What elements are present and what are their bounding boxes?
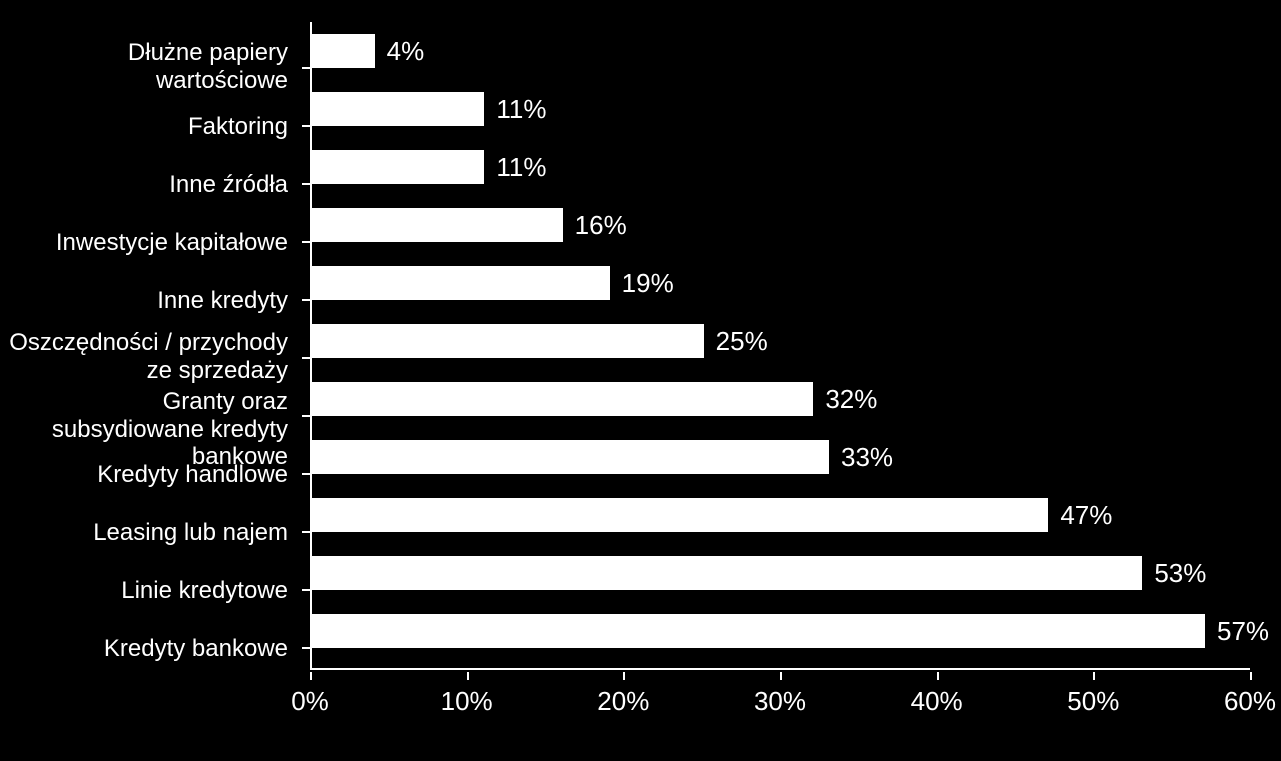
y-label-3: Inwestycje kapitałowe [8, 229, 288, 257]
y-tick-3 [302, 241, 310, 243]
x-tick-label-2: 20% [583, 686, 663, 717]
x-tick-1 [467, 672, 469, 680]
x-tick-label-5: 50% [1053, 686, 1133, 717]
y-tick-6 [302, 415, 310, 417]
y-tick-8 [302, 531, 310, 533]
bar-value-9: 53% [1154, 556, 1206, 590]
bar-value-1: 11% [496, 92, 546, 126]
x-tick-label-1: 10% [427, 686, 507, 717]
bar-5 [312, 324, 704, 358]
bar-value-0: 4% [387, 34, 425, 68]
bar-0 [312, 34, 375, 68]
y-label-8: Leasing lub najem [8, 519, 288, 547]
y-label-6: Granty oraz subsydiowane kredyty bankowe [8, 388, 288, 471]
bar-8 [312, 498, 1048, 532]
bar-2 [312, 150, 484, 184]
x-tick-4 [937, 672, 939, 680]
y-label-2: Inne źródła [8, 171, 288, 199]
x-tick-5 [1093, 672, 1095, 680]
x-tick-3 [780, 672, 782, 680]
y-label-0: Dłużne papiery wartościowe [8, 39, 288, 94]
x-tick-label-3: 30% [740, 686, 820, 717]
y-label-7: Kredyty handlowe [8, 461, 288, 489]
x-tick-0 [310, 672, 312, 680]
bar-value-5: 25% [716, 324, 768, 358]
y-tick-2 [302, 183, 310, 185]
bar-value-8: 47% [1060, 498, 1112, 532]
y-tick-7 [302, 473, 310, 475]
x-tick-label-0: 0% [270, 686, 350, 717]
bar-6 [312, 382, 813, 416]
y-tick-9 [302, 589, 310, 591]
bar-1 [312, 92, 484, 126]
bar-4 [312, 266, 610, 300]
y-label-5: Oszczędności / przychody ze sprzedaży [8, 329, 288, 384]
bar-3 [312, 208, 563, 242]
x-tick-label-6: 60% [1210, 686, 1281, 717]
y-tick-4 [302, 299, 310, 301]
x-tick-label-4: 40% [897, 686, 977, 717]
x-tick-6 [1250, 672, 1252, 680]
x-tick-2 [623, 672, 625, 680]
y-tick-0 [302, 67, 310, 69]
bar-value-2: 11% [496, 150, 546, 184]
y-tick-1 [302, 125, 310, 127]
bar-value-4: 19% [622, 266, 674, 300]
bar-value-3: 16% [575, 208, 627, 242]
y-label-9: Linie kredytowe [8, 577, 288, 605]
bar-9 [312, 556, 1142, 590]
bar-value-6: 32% [825, 382, 877, 416]
bar-10 [312, 614, 1205, 648]
y-label-1: Faktoring [8, 113, 288, 141]
y-label-10: Kredyty bankowe [8, 635, 288, 663]
bar-value-7: 33% [841, 440, 893, 474]
bar-value-10: 57% [1217, 614, 1269, 648]
y-tick-10 [302, 647, 310, 649]
horizontal-bar-chart: Dłużne papiery wartościowe 4% Faktoring … [0, 0, 1281, 761]
y-label-4: Inne kredyty [8, 287, 288, 315]
bar-7 [312, 440, 829, 474]
y-tick-5 [302, 357, 310, 359]
